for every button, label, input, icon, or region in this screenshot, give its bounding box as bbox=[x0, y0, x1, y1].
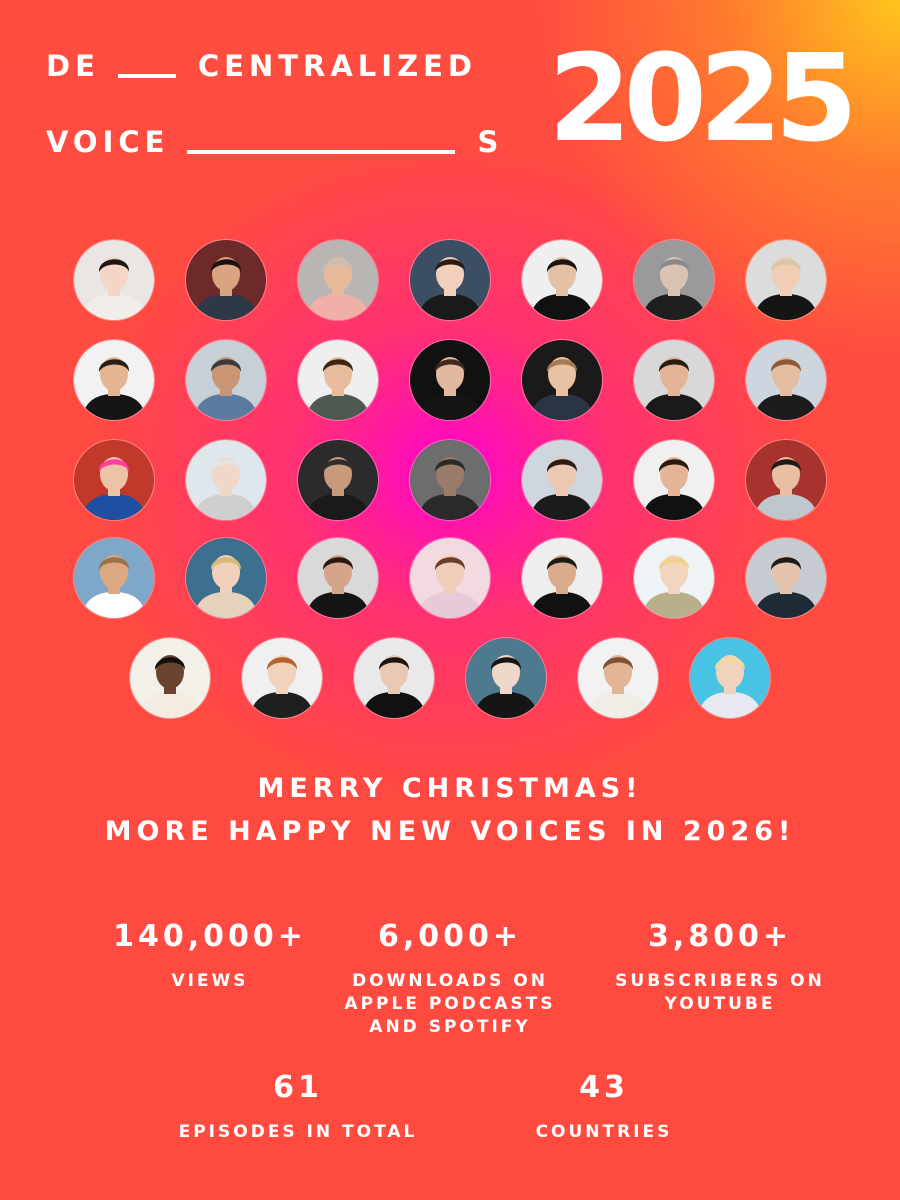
guest-avatar bbox=[634, 240, 714, 320]
title-voice: VOICE bbox=[46, 125, 170, 159]
title-blank-long bbox=[187, 150, 456, 154]
title-s: S bbox=[477, 125, 504, 159]
guest-avatar bbox=[522, 440, 602, 520]
guest-avatar bbox=[578, 638, 658, 718]
guest-avatar bbox=[410, 440, 490, 520]
guest-avatar bbox=[466, 638, 546, 718]
guest-avatar bbox=[522, 538, 602, 618]
guest-avatar bbox=[186, 538, 266, 618]
guest-avatar bbox=[74, 538, 154, 618]
guest-avatar bbox=[410, 538, 490, 618]
guest-avatar bbox=[690, 638, 770, 718]
stat-subscribers-value: 3,800+ bbox=[647, 919, 793, 954]
stat-downloads-value: 6,000+ bbox=[377, 919, 523, 954]
stat-countries: 43 COUNTRIES bbox=[454, 1073, 754, 1144]
guest-avatar bbox=[522, 240, 602, 320]
stat-countries-label: COUNTRIES bbox=[535, 1122, 673, 1142]
year-heading: 2025 bbox=[548, 30, 858, 169]
stat-subscribers-label-line: SUBSCRIBERS ON bbox=[615, 971, 825, 991]
guest-avatar bbox=[298, 340, 378, 420]
stat-episodes-value: 61 bbox=[273, 1070, 323, 1105]
guest-avatar bbox=[522, 340, 602, 420]
stat-countries-value: 43 bbox=[579, 1070, 629, 1105]
guest-avatar bbox=[186, 440, 266, 520]
guest-avatar bbox=[242, 638, 322, 718]
stat-downloads-label: DOWNLOADS ON APPLE PODCASTS AND SPOTIFY bbox=[300, 970, 600, 1039]
greeting-line-2: MORE HAPPY NEW VOICES IN 2026! bbox=[104, 816, 796, 847]
stat-subscribers-label: SUBSCRIBERS ON YOUTUBE bbox=[570, 970, 870, 1016]
guest-avatar bbox=[746, 440, 826, 520]
guest-avatar bbox=[74, 440, 154, 520]
guest-avatar bbox=[186, 340, 266, 420]
guest-avatar bbox=[746, 340, 826, 420]
guest-avatar bbox=[74, 240, 154, 320]
stat-subscribers: 3,800+ SUBSCRIBERS ON YOUTUBE bbox=[570, 922, 870, 1016]
guest-avatar bbox=[746, 240, 826, 320]
stat-views-value: 140,000+ bbox=[113, 919, 307, 954]
guest-avatar bbox=[298, 538, 378, 618]
guest-avatar bbox=[410, 340, 490, 420]
guest-avatar bbox=[410, 240, 490, 320]
stat-views-label: VIEWS bbox=[171, 971, 249, 991]
stat-episodes: 61 EPISODES IN TOTAL bbox=[148, 1073, 448, 1144]
guest-avatar bbox=[634, 538, 714, 618]
stat-downloads-label-line: DOWNLOADS ON bbox=[352, 971, 548, 991]
guest-avatar bbox=[634, 440, 714, 520]
stat-episodes-label: EPISODES IN TOTAL bbox=[178, 1122, 418, 1142]
guest-avatar bbox=[746, 538, 826, 618]
title-line-2: VOICE S bbox=[46, 128, 503, 157]
title-centralized: CENTRALIZED bbox=[197, 49, 477, 83]
title-de: DE bbox=[46, 49, 100, 83]
title-line-1: DE CENTRALIZED bbox=[46, 52, 477, 81]
stat-downloads-label-line: AND SPOTIFY bbox=[369, 1017, 531, 1037]
stat-subscribers-label-line: YOUTUBE bbox=[664, 994, 776, 1014]
guest-avatar bbox=[186, 240, 266, 320]
guest-avatar bbox=[130, 638, 210, 718]
title-blank-short bbox=[117, 74, 176, 78]
guest-avatar bbox=[634, 340, 714, 420]
stat-views: 140,000+ VIEWS bbox=[60, 922, 360, 993]
guest-avatar bbox=[298, 240, 378, 320]
guest-avatar bbox=[74, 340, 154, 420]
greeting-line-1: MERRY CHRISTMAS! bbox=[257, 773, 643, 804]
guest-avatar bbox=[298, 440, 378, 520]
stat-downloads: 6,000+ DOWNLOADS ON APPLE PODCASTS AND S… bbox=[300, 922, 600, 1039]
guest-avatar bbox=[354, 638, 434, 718]
stat-downloads-label-line: APPLE PODCASTS bbox=[344, 994, 556, 1014]
